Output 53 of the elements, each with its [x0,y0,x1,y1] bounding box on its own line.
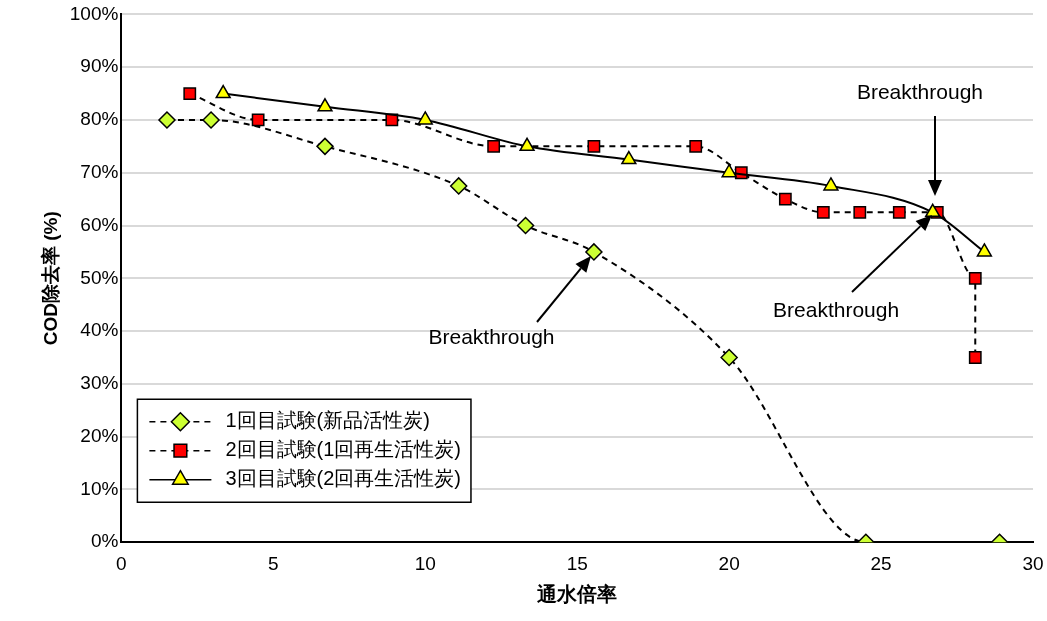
point [317,98,333,112]
point [721,163,737,178]
x-tick-label: 20 [718,552,740,574]
x-tick-label: 10 [414,552,436,574]
point [778,192,792,206]
point [449,177,468,195]
point [519,137,535,152]
x-tick-label: 30 [1022,552,1044,574]
point [516,216,535,235]
legend-label: 3回目試験(2回再生活性炭) [225,467,461,490]
point [587,139,601,153]
x-tick-label: 5 [268,552,279,574]
y-tick-label: 40% [80,319,119,341]
point [183,87,197,100]
y-tick-label: 10% [80,477,119,499]
annotation: Breakthrough [428,325,555,349]
point [925,203,941,218]
point [158,111,176,129]
y-tick-label: 70% [80,160,119,182]
y-tick-label: 90% [80,55,119,77]
annotation: Breakthrough [773,297,900,321]
legend-label: 2回目試験(1回再生活性炭) [225,438,461,461]
x-axis-title: 通水倍率 [536,582,618,605]
x-tick-label: 0 [116,552,127,574]
point [976,243,993,257]
point [968,351,982,364]
point [202,111,220,129]
y-axis-title: COD除去率 (%) [39,211,61,346]
x-tick-label: 15 [566,552,588,574]
legend-label: 1回目試験(新品活性炭) [225,409,430,432]
point [316,137,334,156]
point [816,205,830,219]
y-tick-label: 20% [80,424,119,446]
y-tick-label: 80% [80,108,119,130]
point [585,243,603,261]
point [487,139,501,153]
y-tick-label: 50% [80,266,119,288]
point [215,84,231,99]
point [621,150,637,165]
point [968,271,982,285]
point [853,205,867,219]
point [689,139,703,153]
point [417,111,433,125]
annotation: Breakthrough [856,79,984,103]
point [720,348,738,367]
y-tick-label: 60% [80,213,119,235]
y-tick-label: 0% [90,530,119,552]
y-tick-label: 30% [80,372,119,394]
x-tick-label: 25 [870,552,892,574]
point [892,205,906,219]
point [251,113,265,127]
point [823,177,839,191]
y-tick-label: 100% [69,2,119,24]
